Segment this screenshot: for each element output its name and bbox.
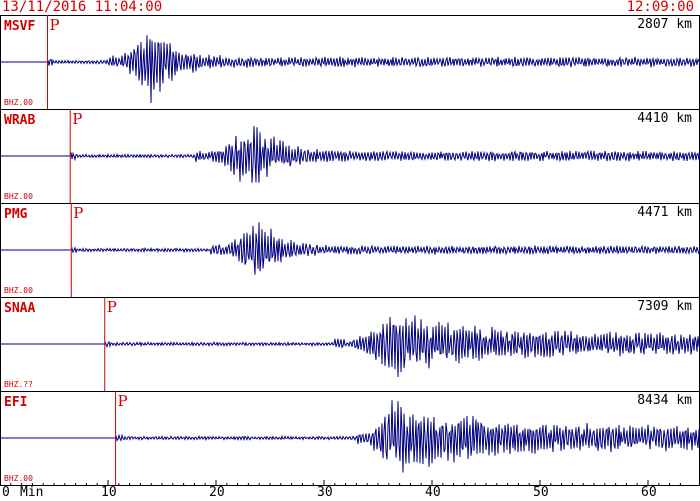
channel-label: BHZ.00 [4, 286, 33, 295]
end-time: 12:09:00 [626, 0, 694, 15]
channel-label: BHZ.?? [4, 380, 33, 389]
station-name: EFI [4, 395, 27, 410]
station-distance: 7309 km [637, 299, 692, 314]
station-name: MSVF [4, 19, 35, 34]
channel-label: BHZ.00 [4, 474, 33, 483]
channel-label: BHZ.00 [4, 192, 33, 201]
x-tick-label: 0 [2, 485, 10, 500]
x-tick-label: 40 [425, 485, 441, 500]
start-time: 13/11/2016 11:04:00 [2, 0, 163, 15]
p-phase-label: P [72, 110, 82, 128]
station-name: PMG [4, 207, 28, 222]
x-tick-label: 10 [101, 485, 117, 500]
waveform-trace [0, 222, 700, 275]
waveform-trace [0, 125, 700, 183]
waveform-trace [0, 315, 700, 378]
x-tick-label: 30 [317, 485, 333, 500]
station-name: SNAA [4, 301, 35, 316]
station-name: WRAB [4, 113, 35, 128]
waveform-trace [0, 400, 700, 473]
x-tick-label: 20 [209, 485, 225, 500]
p-phase-label: P [50, 16, 60, 34]
x-axis-unit-label: Min [20, 485, 44, 500]
station-distance: 8434 km [637, 393, 692, 408]
channel-label: BHZ.00 [4, 98, 33, 107]
p-phase-label: P [73, 204, 83, 222]
waveform-trace [0, 35, 700, 104]
p-phase-label: P [107, 298, 117, 316]
x-tick-label: 60 [641, 485, 657, 500]
p-phase-label: P [118, 392, 128, 410]
station-distance: 4410 km [637, 111, 692, 126]
station-distance: 4471 km [637, 205, 692, 220]
station-distance: 2807 km [637, 17, 692, 32]
x-tick-label: 50 [533, 485, 549, 500]
